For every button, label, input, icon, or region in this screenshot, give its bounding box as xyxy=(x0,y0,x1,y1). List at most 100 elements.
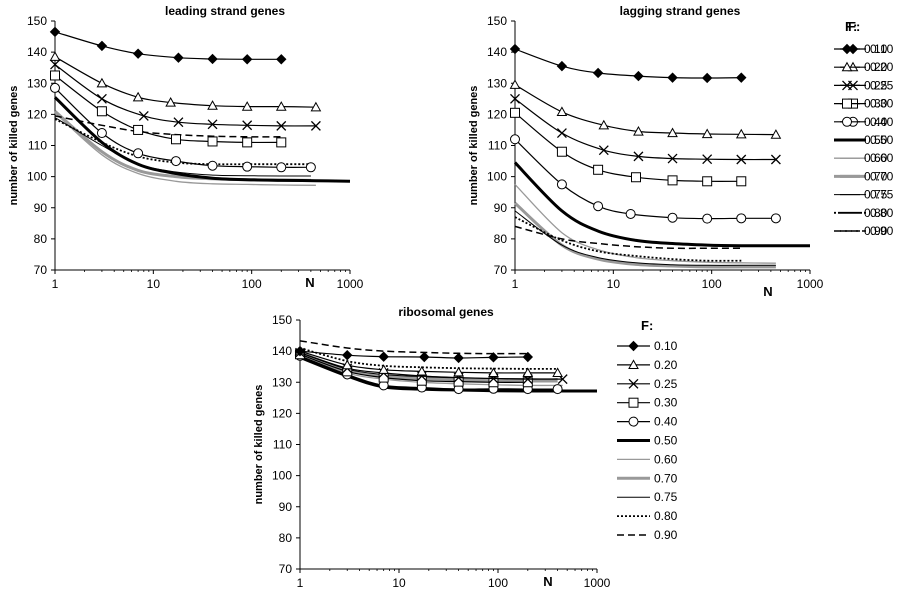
legend-item: 0.75 xyxy=(834,188,888,202)
y-tick-label: 120 xyxy=(272,406,292,420)
legend-item: 0.70 xyxy=(834,169,888,183)
data-point xyxy=(276,162,287,173)
data-point xyxy=(310,101,322,112)
series-line xyxy=(54,87,311,168)
data-point xyxy=(509,43,521,55)
data-point xyxy=(275,101,287,111)
y-tick-label: 130 xyxy=(487,76,507,90)
legend-label: 0.10 xyxy=(864,42,888,56)
x-tick-label: 1000 xyxy=(797,277,824,291)
data-point xyxy=(556,60,568,72)
x-axis-label: N xyxy=(763,284,772,299)
legend-marker xyxy=(841,61,853,72)
data-point xyxy=(133,124,144,135)
series-0-40 xyxy=(510,134,781,224)
series-0-25 xyxy=(510,93,781,165)
y-tick-label: 130 xyxy=(272,375,292,389)
y-tick-label: 150 xyxy=(272,313,292,327)
legend-item: 0.25 xyxy=(834,78,888,92)
legend-marker xyxy=(628,397,639,408)
data-point xyxy=(378,351,389,362)
data-point xyxy=(736,154,747,165)
legend-label: 0.90 xyxy=(654,528,678,542)
series-0-30 xyxy=(50,70,287,148)
y-tick-label: 90 xyxy=(494,201,508,215)
series-line xyxy=(514,225,742,250)
data-point xyxy=(770,129,782,139)
data-point xyxy=(241,101,253,111)
data-point xyxy=(630,172,641,183)
y-tick-label: 80 xyxy=(279,531,293,545)
data-point xyxy=(556,179,567,190)
data-point xyxy=(556,106,568,116)
legend-label: 0.25 xyxy=(654,377,678,391)
x-tick-label: 1000 xyxy=(337,277,364,291)
legend-marker xyxy=(628,416,639,427)
data-point xyxy=(170,134,181,145)
data-point xyxy=(50,59,60,70)
data-point xyxy=(510,107,520,118)
legend-label: 0.30 xyxy=(654,396,678,410)
data-point xyxy=(667,175,678,186)
x-tick-label: 100 xyxy=(242,277,262,291)
series-0-60 xyxy=(514,183,776,264)
x-tick-label: 1000 xyxy=(584,576,611,590)
legend-label: 0.50 xyxy=(654,434,678,448)
data-point xyxy=(736,213,747,224)
data-point xyxy=(342,349,353,361)
legend-label: 0.20 xyxy=(654,358,678,372)
series-line xyxy=(53,96,351,183)
legend-item: 0.50 xyxy=(617,434,678,448)
data-point xyxy=(701,72,713,84)
series-line xyxy=(54,56,316,108)
x-axis-label: N xyxy=(305,275,314,290)
legend-label: 0.70 xyxy=(864,169,888,183)
legend-title: F: xyxy=(845,19,857,34)
data-point xyxy=(276,120,287,131)
legend: F:0.10 0.20 0.25 0.30 0.40 0.50 0.60 0.70 0.75 0.… xyxy=(617,318,678,542)
data-point xyxy=(735,128,747,139)
series-line xyxy=(514,84,776,136)
legend-label: 0.30 xyxy=(864,97,888,111)
data-point xyxy=(633,151,644,162)
series-0-90 xyxy=(299,340,528,355)
y-tick-label: 140 xyxy=(272,344,292,358)
series-0-80 xyxy=(299,347,558,370)
legend-item: 0.20 xyxy=(834,60,888,74)
data-point xyxy=(522,367,534,378)
series-0-50 xyxy=(53,96,351,183)
data-point xyxy=(510,93,520,104)
legend-marker xyxy=(628,359,639,369)
chart-panel-2: lagging strand genes70809010011012013014… xyxy=(468,4,888,299)
legend-item: 0.90 xyxy=(840,224,894,238)
series-0-80 xyxy=(514,216,742,262)
chart-panel-1: leading strand genes70809010011012013014… xyxy=(8,4,894,291)
data-point xyxy=(770,213,781,224)
legend-marker xyxy=(842,80,852,91)
legend-label: 0.75 xyxy=(870,188,894,202)
y-tick-label: 70 xyxy=(34,263,48,277)
data-point xyxy=(510,134,520,145)
data-point xyxy=(633,125,644,136)
data-point xyxy=(378,364,390,374)
legend-marker xyxy=(841,43,853,55)
data-point xyxy=(173,117,184,128)
data-point xyxy=(50,70,60,81)
legend-marker xyxy=(842,98,852,109)
legend-item: 0.40 xyxy=(834,115,888,129)
y-tick-label: 80 xyxy=(494,232,508,246)
legend-label: 0.90 xyxy=(870,224,894,238)
legend-item: 0.20 xyxy=(617,358,678,372)
legend-label: 0.80 xyxy=(870,206,894,220)
data-point xyxy=(207,53,218,65)
legend-label: 0.60 xyxy=(654,452,678,466)
chart-title: leading strand genes xyxy=(165,4,285,18)
legend-label: 0.40 xyxy=(870,115,894,129)
x-tick-label: 1 xyxy=(297,576,304,590)
data-point xyxy=(488,352,499,363)
legend-label: 0.75 xyxy=(864,188,888,202)
x-tick-label: 10 xyxy=(392,576,406,590)
series-line xyxy=(514,210,776,266)
data-point xyxy=(242,161,253,172)
data-point xyxy=(416,375,427,386)
